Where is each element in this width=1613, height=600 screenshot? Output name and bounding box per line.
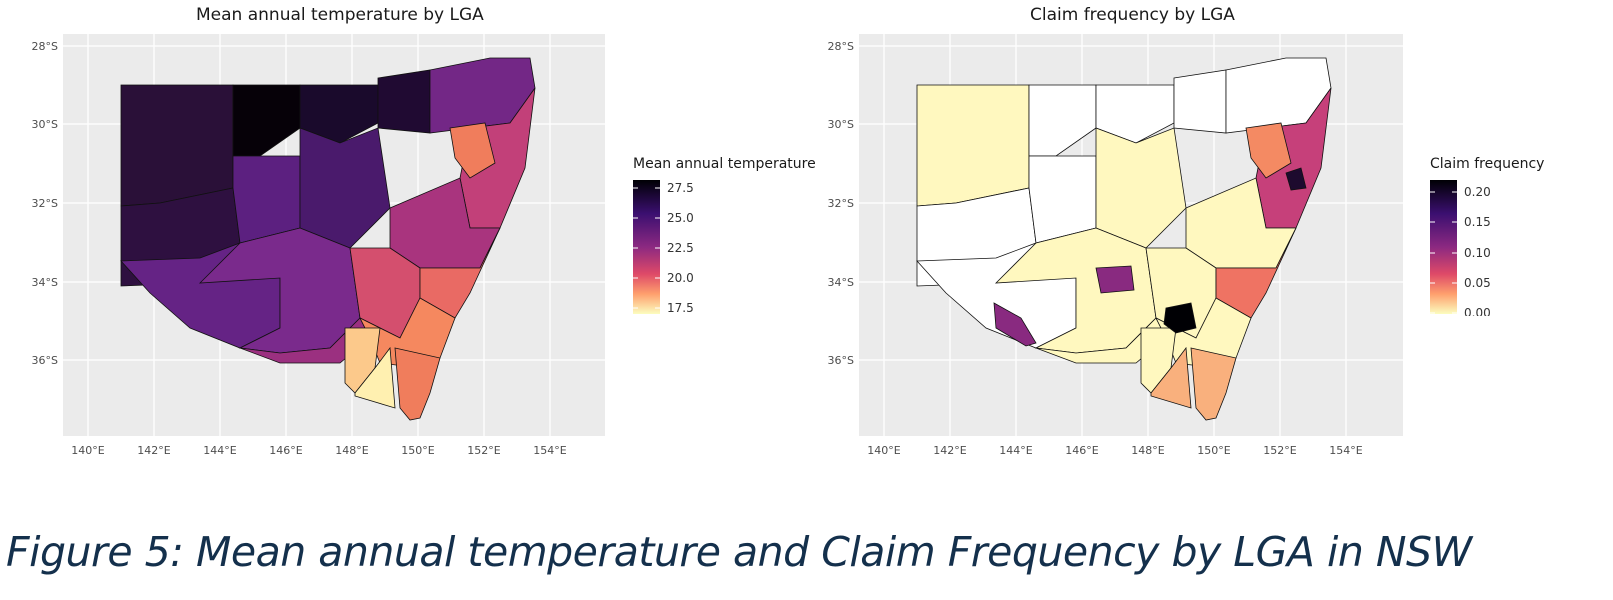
legend-temperature: 27.5 25.0 22.5 20.0 17.5 [633, 180, 694, 315]
legend-label: 0.05 [1464, 276, 1491, 290]
claim-frequency-map: 140°E 142°E 144°E 146°E 148°E 150°E 152°… [828, 34, 1403, 457]
nsw-lga-regions [120, 57, 536, 421]
y-tick-label: 28°S [32, 40, 58, 53]
x-tick-label: 148°E [1131, 444, 1164, 457]
legend-label: 0.00 [1464, 306, 1491, 316]
lga-region-far-west [916, 84, 1030, 207]
y-tick-label: 28°S [828, 40, 854, 53]
x-tick-label: 154°E [1329, 444, 1362, 457]
x-tick-label: 144°E [999, 444, 1032, 457]
legend-label: 0.10 [1464, 246, 1491, 260]
y-tick-label: 30°S [32, 118, 58, 131]
y-tick-label: 30°S [828, 118, 854, 131]
x-tick-label: 148°E [335, 444, 368, 457]
map-title-claim-frequency: Claim frequency by LGA [1030, 5, 1235, 25]
lga-region-south-coast [394, 347, 441, 421]
y-tick-label: 36°S [828, 354, 854, 367]
lga-region-north-central [232, 84, 301, 157]
x-tick-label: 140°E [71, 444, 104, 457]
legend-tick-marks [1430, 191, 1457, 314]
lga-region-central-west [1028, 155, 1097, 244]
x-tick-label: 142°E [933, 444, 966, 457]
legend-claim-frequency: 0.20 0.15 0.10 0.05 0.00 [1430, 180, 1491, 316]
x-tick-label: 144°E [203, 444, 236, 457]
x-tick-label: 146°E [269, 444, 302, 457]
figure-caption: Figure 5: Mean annual temperature and Cl… [6, 528, 1472, 576]
x-tick-label: 150°E [401, 444, 434, 457]
lga-region-north-central [1028, 84, 1097, 157]
legend-label: 0.20 [1464, 185, 1491, 199]
lga-region-south-coast [1190, 347, 1237, 421]
legend-label: 25.0 [667, 211, 694, 225]
lga-region-purple-southwest [993, 302, 1037, 347]
legend-label: 0.15 [1464, 215, 1491, 229]
y-tick-label: 32°S [828, 197, 854, 210]
x-axis-ticks: 140°E 142°E 144°E 146°E 148°E 150°E 152°… [71, 444, 566, 457]
map-title-temperature: Mean annual temperature by LGA [196, 5, 484, 25]
x-tick-label: 150°E [1197, 444, 1230, 457]
lga-region-central-west [232, 155, 301, 244]
lga-region-northeast-plains [377, 69, 431, 134]
lga-region-purple-northeast [1285, 167, 1307, 191]
x-tick-label: 152°E [1263, 444, 1296, 457]
y-tick-label: 34°S [32, 276, 58, 289]
legend-label: 17.5 [667, 301, 694, 315]
legend-label: 20.0 [667, 271, 694, 285]
legend-colorbar [633, 180, 660, 314]
legend-colorbar [1430, 180, 1457, 314]
lga-region-alpine [354, 346, 396, 409]
x-tick-label: 142°E [137, 444, 170, 457]
x-tick-label: 152°E [467, 444, 500, 457]
lga-region-northeast-plains [1173, 69, 1227, 134]
lga-region-far-west [120, 84, 234, 207]
legend-label: 27.5 [667, 181, 694, 195]
legend-tick-marks [633, 187, 660, 309]
legend-tick-labels: 0.20 0.15 0.10 0.05 0.00 [1464, 185, 1491, 316]
y-axis-ticks: 28°S 30°S 32°S 34°S 36°S [32, 40, 58, 367]
y-tick-label: 32°S [32, 197, 58, 210]
legend-title-claim-frequency: Claim frequency [1430, 156, 1545, 172]
x-tick-label: 140°E [867, 444, 900, 457]
lga-region-dark-hotspot [1163, 302, 1197, 334]
lga-region-north [299, 84, 379, 144]
lga-region-purple-central [1095, 265, 1135, 294]
y-axis-ticks: 28°S 30°S 32°S 34°S 36°S [828, 40, 854, 367]
temperature-map: 140°E 142°E 144°E 146°E 148°E 150°E 152°… [32, 34, 605, 457]
legend-title-temperature: Mean annual temperature [633, 156, 816, 172]
y-tick-label: 34°S [828, 276, 854, 289]
x-tick-label: 146°E [1065, 444, 1098, 457]
x-axis-ticks: 140°E 142°E 144°E 146°E 148°E 150°E 152°… [867, 444, 1362, 457]
nsw-lga-regions [916, 57, 1332, 421]
lga-region-mid-north-coast [449, 122, 496, 179]
legend-label: 22.5 [667, 241, 694, 255]
lga-region-mid-north-coast [1245, 122, 1292, 179]
x-tick-label: 154°E [533, 444, 566, 457]
lga-region-alpine [1150, 346, 1192, 409]
legend-tick-labels: 27.5 25.0 22.5 20.0 17.5 [667, 181, 694, 315]
y-tick-label: 36°S [32, 354, 58, 367]
lga-region-north [1095, 84, 1175, 144]
